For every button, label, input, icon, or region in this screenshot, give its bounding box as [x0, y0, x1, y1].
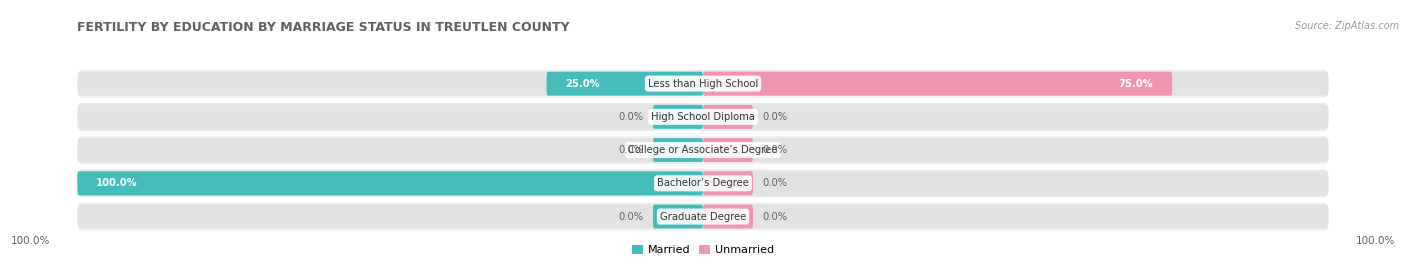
Text: 0.0%: 0.0% — [619, 211, 644, 222]
Text: College or Associate’s Degree: College or Associate’s Degree — [628, 145, 778, 155]
FancyBboxPatch shape — [77, 204, 1329, 229]
Text: 0.0%: 0.0% — [762, 211, 787, 222]
Text: 100.0%: 100.0% — [1355, 236, 1395, 246]
Text: Less than High School: Less than High School — [648, 79, 758, 89]
Text: 0.0%: 0.0% — [762, 145, 787, 155]
FancyBboxPatch shape — [77, 105, 1329, 129]
Text: 0.0%: 0.0% — [762, 112, 787, 122]
FancyBboxPatch shape — [77, 68, 1329, 99]
Text: Graduate Degree: Graduate Degree — [659, 211, 747, 222]
FancyBboxPatch shape — [652, 204, 703, 229]
Text: Bachelor’s Degree: Bachelor’s Degree — [657, 178, 749, 188]
Text: 0.0%: 0.0% — [619, 112, 644, 122]
FancyBboxPatch shape — [77, 168, 1329, 199]
FancyBboxPatch shape — [77, 201, 1329, 232]
FancyBboxPatch shape — [703, 204, 754, 229]
Text: 25.0%: 25.0% — [565, 79, 600, 89]
FancyBboxPatch shape — [652, 105, 703, 129]
Text: 100.0%: 100.0% — [11, 236, 51, 246]
Text: Source: ZipAtlas.com: Source: ZipAtlas.com — [1295, 21, 1399, 31]
FancyBboxPatch shape — [77, 171, 703, 195]
FancyBboxPatch shape — [703, 105, 754, 129]
FancyBboxPatch shape — [77, 135, 1329, 165]
FancyBboxPatch shape — [77, 102, 1329, 132]
Text: 100.0%: 100.0% — [96, 178, 138, 188]
FancyBboxPatch shape — [703, 72, 1173, 96]
FancyBboxPatch shape — [652, 138, 703, 162]
Text: 75.0%: 75.0% — [1119, 79, 1153, 89]
FancyBboxPatch shape — [547, 72, 703, 96]
FancyBboxPatch shape — [77, 171, 1329, 195]
Legend: Married, Unmarried: Married, Unmarried — [627, 241, 779, 260]
Text: 0.0%: 0.0% — [619, 145, 644, 155]
Text: FERTILITY BY EDUCATION BY MARRIAGE STATUS IN TREUTLEN COUNTY: FERTILITY BY EDUCATION BY MARRIAGE STATU… — [77, 21, 569, 35]
FancyBboxPatch shape — [703, 171, 754, 195]
Text: High School Diploma: High School Diploma — [651, 112, 755, 122]
FancyBboxPatch shape — [77, 72, 1329, 96]
FancyBboxPatch shape — [703, 138, 754, 162]
FancyBboxPatch shape — [77, 138, 1329, 162]
Text: 0.0%: 0.0% — [762, 178, 787, 188]
